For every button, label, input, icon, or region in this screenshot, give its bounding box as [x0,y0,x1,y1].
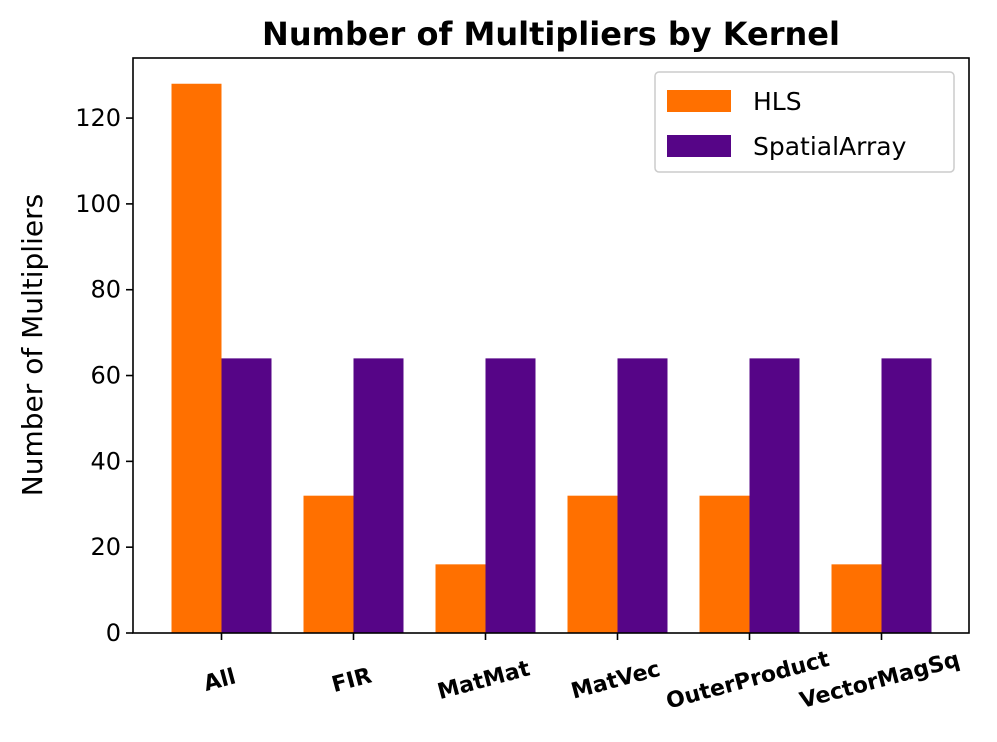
y-tick-label: 40 [90,447,121,475]
bars-group [171,83,932,633]
bar-hls-matmat [435,564,486,633]
legend-swatch-spatialarray [667,135,731,157]
bar-hls-fir [303,495,354,633]
x-tick-label: All [201,664,238,696]
y-tick-label: 120 [75,104,121,132]
x-axis-ticks: All FIR MatMat MatVec OuterProductVectorMagS… [201,633,962,714]
bar-spatialarray-matvec [617,358,668,633]
bar-hls-matvec [567,495,618,633]
y-tick-label: 20 [90,533,121,561]
bar-spatialarray-all [221,358,272,633]
y-axis-label: Number of Multipliers [16,194,49,496]
legend-label-hls: HLS [753,87,802,116]
chart-title: Number of Multipliers by Kernel [262,15,840,53]
y-tick-label: 80 [90,276,121,304]
legend-label-spatialarray: SpatialArray [753,132,907,161]
plot-frame [132,57,970,634]
bar-spatialarray-outerproduct [749,358,800,633]
bar-spatialarray-matmat [485,358,536,633]
x-tick-label: FIR [329,663,374,698]
y-tick-label: 100 [75,190,121,218]
bar-hls-all [171,83,222,633]
y-axis-ticks: 0 20 40 60 80 100 120 [75,104,133,647]
x-tick-label: MatVec [569,657,663,705]
y-tick-label: 60 [90,362,121,390]
bar-spatialarray-vectormagsq [881,358,932,633]
bar-hls-outerproduct [699,495,750,633]
bar-spatialarray-fir [353,358,404,633]
legend: HLS SpatialArray [654,71,955,173]
legend-swatch-hls [667,90,731,112]
x-tick-label: MatMat [435,656,533,705]
y-tick-label: 0 [106,619,121,647]
bar-hls-vectormagsq [831,564,882,633]
